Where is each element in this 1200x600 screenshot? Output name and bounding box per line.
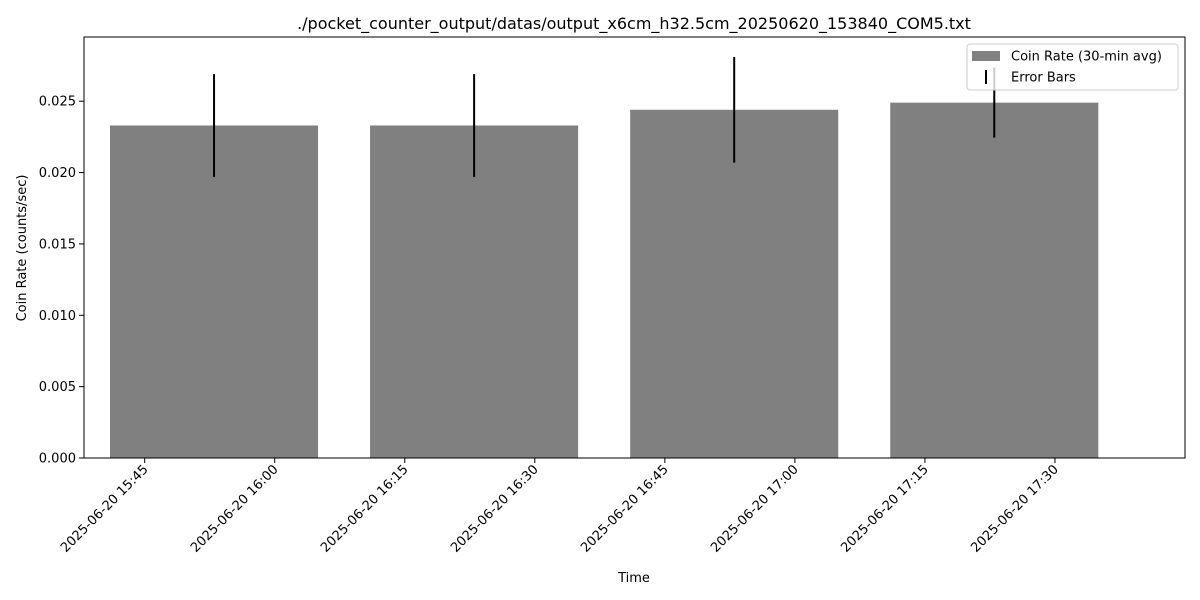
legend: Coin Rate (30-min avg) Error Bars <box>966 43 1179 91</box>
y-axis: 0.000 0.005 0.010 0.015 0.020 0.025 <box>39 95 84 467</box>
bar-3 <box>630 109 839 458</box>
x-tick-label: 2025-06-20 15:45 <box>58 462 151 555</box>
plot-area <box>83 36 1186 459</box>
legend-label: Error Bars <box>1011 71 1076 86</box>
x-tick-label: 2025-06-20 16:30 <box>448 462 541 555</box>
x-axis: 2025-06-20 15:45 2025-06-20 16:00 2025-06-… <box>58 458 1062 556</box>
x-tick-label: 2025-06-20 16:45 <box>578 462 671 555</box>
y-tick-label: 0.000 <box>39 452 76 467</box>
y-tick-label: 0.010 <box>39 309 76 324</box>
y-axis-label: Coin Rate (counts/sec) <box>15 175 30 322</box>
legend-swatch-bar <box>972 51 1000 61</box>
x-tick-label: 2025-06-20 16:00 <box>188 462 281 555</box>
chart-title: ./pocket_counter_output/datas/output_x6c… <box>297 14 971 34</box>
y-tick-label: 0.005 <box>39 380 76 395</box>
x-axis-label: Time <box>617 571 650 586</box>
bar-1 <box>110 125 319 458</box>
bar-2 <box>370 125 579 458</box>
y-tick-label: 0.015 <box>39 237 76 252</box>
y-tick-label: 0.025 <box>39 95 76 110</box>
legend-box <box>966 43 1179 91</box>
y-tick-label: 0.020 <box>39 166 76 181</box>
x-tick-label: 2025-06-20 17:15 <box>838 462 931 555</box>
x-tick-label: 2025-06-20 16:15 <box>318 462 411 555</box>
x-tick-label: 2025-06-20 17:00 <box>708 462 801 555</box>
legend-label: Coin Rate (30-min avg) <box>1011 50 1162 65</box>
x-tick-label: 2025-06-20 17:30 <box>968 462 1061 555</box>
bar-4 <box>890 102 1099 458</box>
plot-frame <box>83 36 1186 459</box>
